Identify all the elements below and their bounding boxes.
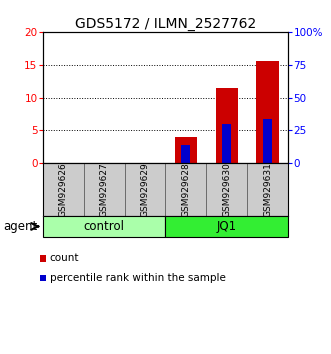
Bar	[175, 137, 197, 163]
Text: GSM929627: GSM929627	[100, 162, 109, 217]
Bar	[206, 163, 247, 216]
Bar	[256, 61, 279, 163]
Bar	[166, 163, 206, 216]
Text: JQ1: JQ1	[217, 220, 237, 233]
Bar	[247, 163, 288, 216]
Text: agent: agent	[3, 220, 37, 233]
Text: count: count	[50, 253, 79, 263]
Bar	[181, 145, 190, 163]
Bar	[222, 124, 231, 163]
Bar	[263, 119, 272, 163]
Title: GDS5172 / ILMN_2527762: GDS5172 / ILMN_2527762	[75, 17, 256, 31]
Text: GSM929629: GSM929629	[141, 162, 150, 217]
Text: GSM929630: GSM929630	[222, 162, 231, 217]
Bar	[166, 216, 288, 237]
Text: control: control	[84, 220, 125, 233]
Text: GSM929628: GSM929628	[181, 162, 190, 217]
Bar	[43, 216, 166, 237]
Text: percentile rank within the sample: percentile rank within the sample	[50, 273, 225, 283]
Bar	[215, 88, 238, 163]
Bar	[43, 163, 84, 216]
Bar	[84, 163, 125, 216]
Text: GSM929631: GSM929631	[263, 162, 272, 217]
Bar	[125, 163, 166, 216]
Text: GSM929626: GSM929626	[59, 162, 68, 217]
